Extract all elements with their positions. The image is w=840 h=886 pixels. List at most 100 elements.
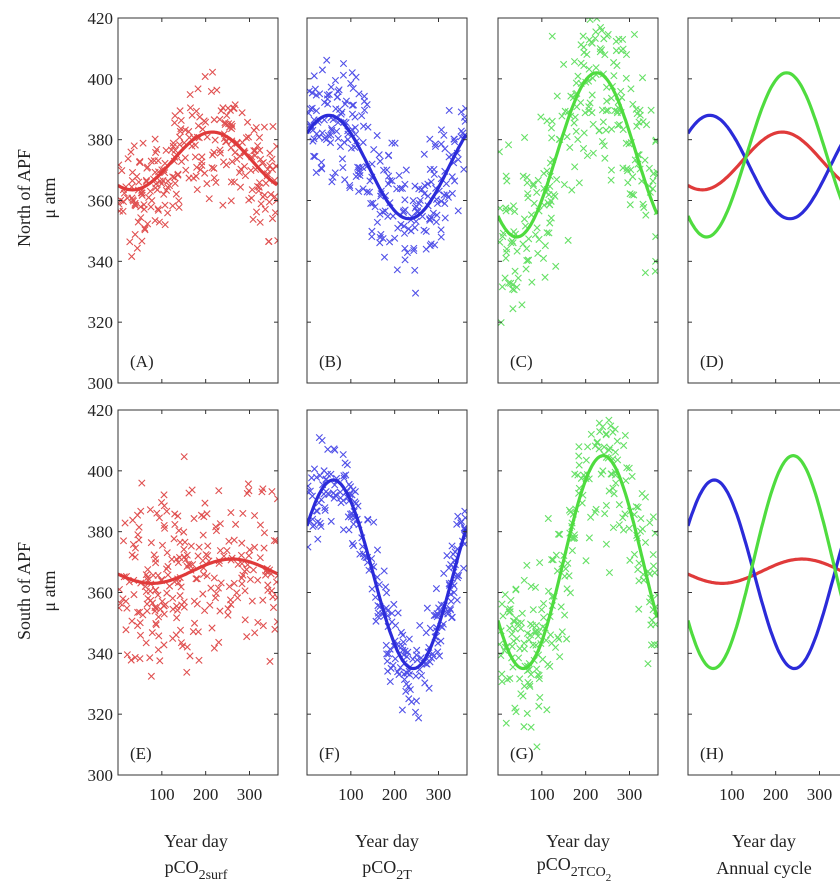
data-point [579,144,588,153]
data-point [241,567,249,575]
data-point [339,59,348,68]
data-point [423,604,431,612]
data-point [457,108,465,116]
panel-e: 300 320 340 360 380 400 420 100 200 300 (E) [88,401,279,804]
data-point [133,172,141,181]
data-point [649,562,658,570]
data-point [123,604,131,612]
data-point [210,644,218,652]
data-point [632,503,640,511]
data-point [342,97,351,105]
data-point [523,561,531,569]
data-point [252,208,261,216]
data-point [523,244,531,253]
data-point [448,614,456,622]
data-point [432,585,441,593]
data-point [181,154,189,162]
data-point [183,551,191,559]
data-point [553,92,561,100]
data-point [589,120,597,128]
data-point [324,445,332,453]
data-point [199,531,207,539]
data-point [509,239,517,247]
data-point [600,142,608,150]
data-point [644,660,652,668]
data-point [533,224,541,232]
panel-d: (D) [687,17,840,384]
data-point [574,135,582,144]
data-point [567,92,575,100]
data-point [194,85,202,93]
data-point [323,95,332,103]
data-point [508,285,517,293]
data-point [603,83,611,91]
data-point [420,226,428,234]
data-point [266,162,274,170]
data-point [553,175,561,184]
data-point [601,51,609,59]
data-point [326,139,335,147]
data-point [529,180,537,188]
data-point [359,138,367,147]
data-point [502,254,510,262]
x-tick-label: 100 [149,785,175,804]
data-point [605,446,613,454]
data-point [437,197,445,205]
data-point [526,682,534,690]
data-point [129,540,138,549]
row-labels: North of APF μ atm South of APF μ atm [14,149,59,640]
col0-sublabel: pCO2surf [165,857,228,883]
data-point [615,121,624,129]
data-point [156,177,164,185]
data-point [154,205,162,213]
data-point [416,196,424,205]
data-point [398,184,407,192]
row0-ylabel-line2: μ atm [39,177,59,218]
data-point [127,148,135,156]
data-point [597,470,605,478]
data-point [514,274,522,282]
data-point [397,628,405,636]
data-point [216,520,224,528]
data-point [444,193,452,201]
data-point [307,109,313,117]
data-point [416,621,424,630]
data-point [409,655,417,663]
data-point [425,684,433,692]
data-point [230,536,238,544]
data-point [355,90,363,98]
data-point [605,416,613,424]
data-point [339,163,347,172]
data-point [177,125,185,133]
data-point [138,191,146,199]
data-point [254,142,262,150]
data-point [151,168,159,176]
data-point [354,502,362,510]
data-point [527,670,535,678]
data-point [635,118,643,126]
data-point [139,139,147,147]
data-point [460,165,467,173]
data-point [139,611,147,619]
data-point [205,195,213,203]
data-point [368,227,376,235]
data-point [318,66,327,74]
data-point [173,606,182,614]
data-point [152,619,160,628]
data-point [424,180,432,188]
data-point [596,428,604,436]
data-point [394,668,402,676]
data-point [526,680,534,688]
data-point [388,177,396,185]
data-point [212,590,220,598]
data-point [382,583,390,591]
data-point [433,199,442,208]
data-point [131,230,139,239]
data-point [227,178,236,186]
data-point [213,86,221,94]
data-point [532,627,540,635]
data-point [151,555,160,563]
col2-xlabel: Year day [546,831,610,851]
data-point [641,538,650,547]
data-point [260,123,268,131]
